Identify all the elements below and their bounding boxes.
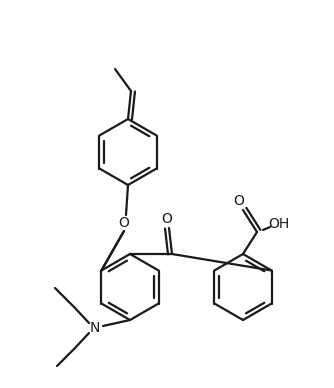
Text: O: O: [162, 212, 172, 226]
Text: O: O: [119, 216, 130, 230]
Text: OH: OH: [269, 217, 290, 231]
Text: O: O: [233, 194, 244, 208]
Text: N: N: [90, 321, 100, 335]
